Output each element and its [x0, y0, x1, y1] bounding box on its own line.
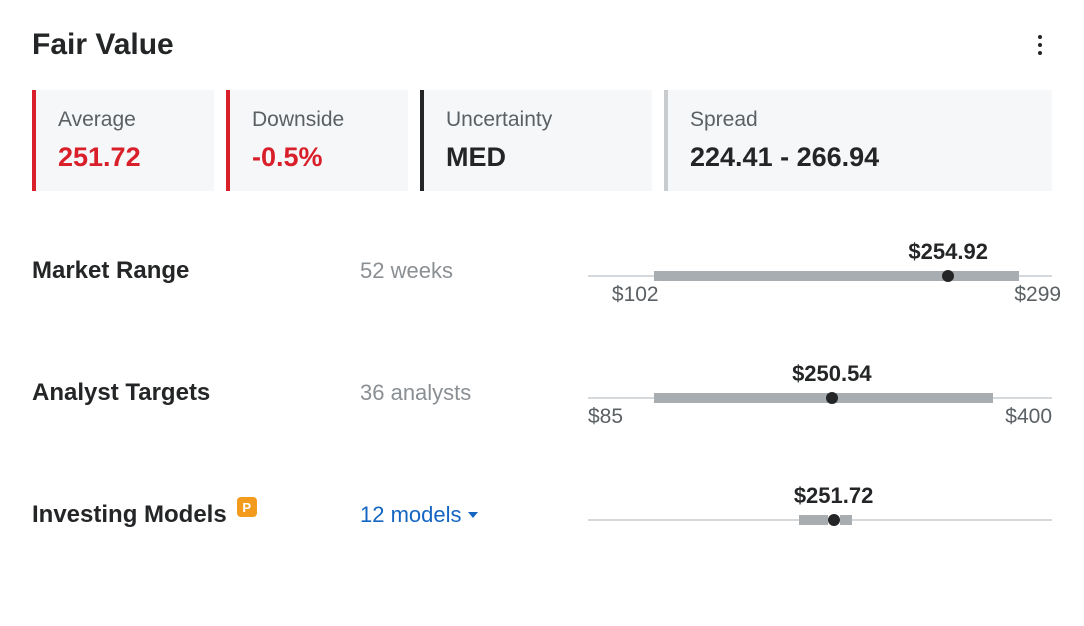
stat-card-average: Average 251.72 — [32, 90, 214, 191]
stat-label: Uncertainty — [446, 108, 630, 132]
slider-min-label: $85 — [588, 405, 623, 429]
slider-max-label: $400 — [1005, 405, 1052, 429]
range-label: Analyst Targets — [32, 379, 210, 407]
range-row-models: Investing Models P 12 models $251.72 — [32, 483, 1052, 547]
models-dropdown-label: 12 models — [360, 502, 462, 528]
stat-value: -0.5% — [252, 142, 386, 173]
models-dropdown[interactable]: 12 models — [360, 502, 478, 528]
premium-badge-icon: P — [237, 497, 257, 517]
stat-label: Average — [58, 108, 192, 132]
range-slider-models: $251.72 — [588, 483, 1052, 547]
range-subtext: 36 analysts — [360, 380, 471, 405]
stat-card-spread: Spread 224.41 - 266.94 — [664, 90, 1052, 191]
stat-value: 224.41 - 266.94 — [690, 142, 1030, 173]
range-label: Investing Models — [32, 501, 227, 529]
slider-dot — [828, 514, 840, 526]
slider-current-value: $250.54 — [792, 361, 872, 387]
slider-fill-segment — [840, 515, 852, 525]
chevron-down-icon — [468, 512, 478, 518]
slider-fill — [654, 271, 1019, 281]
slider-fill-segment — [799, 515, 828, 525]
slider-fill — [654, 393, 993, 403]
slider-dot — [942, 270, 954, 282]
stat-label: Downside — [252, 108, 386, 132]
stat-label: Spread — [690, 108, 1030, 132]
range-subtext: 52 weeks — [360, 258, 453, 283]
slider-max-label: $299 — [1014, 283, 1061, 307]
range-slider-analyst: $250.54$85$400 — [588, 361, 1052, 425]
range-label: Market Range — [32, 257, 189, 285]
page-title: Fair Value — [32, 28, 174, 62]
stat-card-uncertainty: Uncertainty MED — [420, 90, 652, 191]
range-slider-market: $254.92$102$299 — [588, 239, 1052, 303]
range-row-market: Market Range 52 weeks $254.92$102$299 — [32, 239, 1052, 303]
slider-min-label: $102 — [612, 283, 659, 307]
slider-dot — [826, 392, 838, 404]
stat-value: MED — [446, 142, 630, 173]
stats-row: Average 251.72 Downside -0.5% Uncertaint… — [32, 90, 1052, 191]
stat-card-downside: Downside -0.5% — [226, 90, 408, 191]
slider-current-value: $254.92 — [908, 239, 988, 265]
stat-value: 251.72 — [58, 142, 192, 173]
more-menu-icon[interactable] — [1028, 33, 1052, 57]
range-row-analyst: Analyst Targets 36 analysts $250.54$85$4… — [32, 361, 1052, 425]
slider-current-value: $251.72 — [794, 483, 874, 509]
